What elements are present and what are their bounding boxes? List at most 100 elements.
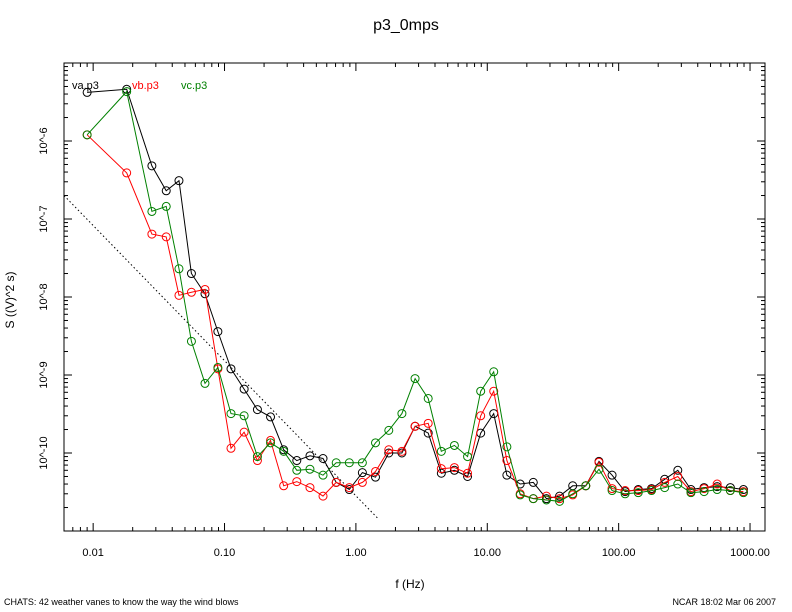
data-point [660,477,670,487]
x-tick-label: 100.00 [602,547,636,559]
data-point [122,168,132,178]
data-point [725,486,735,496]
data-point [331,477,341,487]
y-axis-label: S ((V)^2 s) [3,272,17,329]
data-point [344,483,354,493]
data-point [712,485,722,495]
data-point [226,409,236,419]
data-point [397,409,407,419]
data-point [305,464,315,474]
data-point [489,367,499,377]
x-tick-label: 10.00 [474,547,502,559]
data-point [186,336,196,346]
data-point [699,487,709,497]
data-point [449,463,459,473]
data-point [147,229,157,239]
x-tick-label: 1.00 [345,547,366,559]
footer-timestamp: NCAR 18:02 Mar 06 2007 [672,597,776,607]
y-tick-label: 10^-6 [38,127,50,154]
data-point [410,421,420,431]
data-series [82,84,748,506]
legend-item: va.p3 [72,80,99,92]
data-point [239,427,249,437]
y-tick-label: 10^-8 [38,283,50,310]
series-line [86,134,744,500]
data-point [410,374,420,384]
data-point [186,269,196,279]
data-point [436,446,446,456]
data-point [449,465,459,475]
data-point [712,479,722,489]
reference-line [63,195,380,520]
data-point [594,464,604,474]
data-point [292,465,302,475]
series-vc-p3 [82,87,748,506]
y-tick-label: 10^-9 [38,361,50,388]
data-point [318,470,328,480]
y-tick-label: 10^-10 [38,436,50,469]
data-point [305,451,315,461]
footer-caption: CHATS: 42 weather vanes to know the way … [4,597,239,607]
chart-title: p3_0mps [373,17,439,34]
data-point [266,435,276,445]
data-point [371,466,381,476]
data-point [607,470,617,480]
data-point [423,393,433,403]
data-point [541,495,551,505]
data-point [357,477,367,487]
data-point [239,384,249,394]
data-point [213,327,223,337]
data-point [476,411,486,421]
data-point [82,130,92,140]
data-point [423,418,433,428]
data-point [252,405,262,415]
data-point [712,482,722,492]
data-point [226,364,236,374]
plot-frame [63,62,766,532]
data-point [673,479,683,489]
data-point [515,490,525,500]
legend-item: vc.p3 [181,80,207,92]
data-point [633,488,643,498]
data-point [161,186,171,196]
data-point [555,491,565,501]
data-point [620,486,630,496]
data-point [673,465,683,475]
data-point [331,458,341,468]
data-point [186,287,196,297]
data-point [397,446,407,456]
data-point [555,496,565,506]
data-point [502,470,512,480]
y-axis-ticks: 10^-10 10^-9 10^-8 10^-7 10^-6 [38,62,765,532]
data-point [318,491,328,501]
data-point [568,489,578,499]
data-point [147,206,157,216]
data-point [147,161,157,171]
data-point [174,176,184,186]
series-vb-p3 [82,130,748,504]
series-line [86,90,744,502]
data-point [699,484,709,494]
data-point [581,481,591,491]
data-point [357,468,367,478]
data-point [292,477,302,487]
data-point [357,458,367,468]
data-point [161,201,171,211]
data-point [200,378,210,388]
legend: va.p3 vb.p3 vc.p3 [72,80,207,92]
data-point [279,446,289,456]
data-point [266,412,276,422]
data-point [318,454,328,464]
legend-item: vb.p3 [132,80,159,92]
data-point [371,438,381,448]
data-point [436,464,446,474]
data-point [436,468,446,478]
x-tick-label: 0.01 [82,547,103,559]
data-point [686,488,696,498]
data-point [213,362,223,372]
data-point [620,489,630,499]
data-point [174,290,184,300]
x-axis-label: f (Hz) [395,577,424,591]
data-point [305,483,315,493]
data-point [252,452,262,462]
